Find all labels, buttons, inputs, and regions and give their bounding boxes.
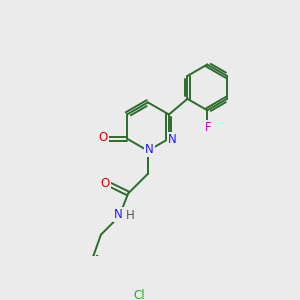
Text: Cl: Cl <box>134 289 145 300</box>
Text: F: F <box>205 121 212 134</box>
Text: N: N <box>145 143 154 156</box>
Text: O: O <box>98 131 108 144</box>
Text: N: N <box>114 208 123 221</box>
Text: H: H <box>125 208 134 222</box>
Text: O: O <box>100 177 110 190</box>
Text: N: N <box>168 134 176 146</box>
